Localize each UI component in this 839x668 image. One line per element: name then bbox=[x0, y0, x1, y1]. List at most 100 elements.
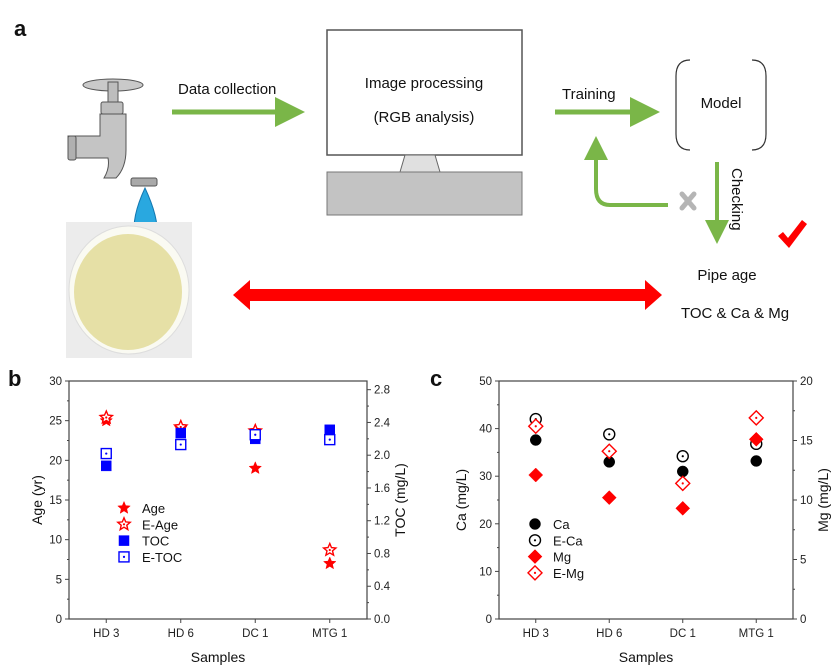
panel-label-c: c bbox=[430, 366, 442, 391]
x-tick-label: MTG 1 bbox=[312, 628, 347, 640]
point-ca bbox=[750, 455, 762, 467]
y-tick-label-right: 1.6 bbox=[374, 483, 390, 495]
image-processing-label: Image processing bbox=[365, 75, 483, 92]
y-tick-label-left: 5 bbox=[56, 574, 62, 586]
y-tick-label-left: 20 bbox=[49, 455, 62, 467]
y-tick-label-right: 15 bbox=[800, 436, 813, 448]
point-ca bbox=[530, 434, 542, 446]
legend-marker-e-ca-dot bbox=[533, 539, 537, 542]
point-mg bbox=[528, 467, 544, 483]
faucet-icon bbox=[67, 78, 158, 187]
y-tick-label-right: 5 bbox=[800, 555, 806, 567]
y-axis-title-left: Age (yr) bbox=[29, 475, 45, 525]
point-mg bbox=[675, 500, 691, 516]
legend-label-ca: Ca bbox=[553, 517, 570, 532]
data-collection-label: Data collection bbox=[178, 81, 276, 98]
point-mg bbox=[601, 490, 617, 505]
workflow-diagram: a Data collection Image processing (RGB … bbox=[14, 16, 807, 358]
y-tick-label-right: 0.0 bbox=[374, 614, 390, 626]
y-tick-label-right: 0.4 bbox=[374, 581, 391, 593]
legend-marker-e-mg-dot bbox=[533, 571, 537, 575]
x-tick-label: MTG 1 bbox=[739, 628, 774, 640]
reject-x-icon bbox=[679, 191, 697, 211]
point-e-mg-dot bbox=[608, 450, 611, 453]
outputs-label: TOC & Ca & Mg bbox=[681, 305, 789, 322]
chart-b: b Samples Age (yr) TOC (mg/L) HD 3 HD 6 DC… bbox=[8, 366, 408, 665]
legend-label-mg: Mg bbox=[553, 550, 571, 565]
x-tick-label: HD 3 bbox=[523, 628, 549, 640]
x-axis-title: Samples bbox=[191, 649, 245, 665]
point-age bbox=[248, 461, 263, 475]
legend-marker-age bbox=[117, 500, 131, 514]
point-ca bbox=[677, 465, 689, 478]
petri-dish-photo bbox=[66, 222, 192, 358]
pipe-age-label: Pipe age bbox=[697, 267, 756, 284]
y-tick-label-left: 0 bbox=[56, 614, 62, 626]
y-tick-label-right: 2.8 bbox=[374, 385, 390, 397]
point-e-age-dot bbox=[328, 548, 331, 552]
y-axis-title-right: Mg (mg/L) bbox=[815, 468, 831, 532]
x-tick-label: HD 3 bbox=[93, 628, 119, 640]
y-tick-label-left: 30 bbox=[49, 376, 62, 388]
legend-label-e-toc: E-TOC bbox=[142, 550, 182, 565]
legend-marker-toc bbox=[118, 535, 130, 546]
point-age bbox=[322, 556, 337, 570]
point-e-mg-dot bbox=[534, 425, 537, 428]
point-e-toc-dot bbox=[179, 443, 182, 446]
checking-label: Checking bbox=[728, 168, 745, 231]
x-tick-label: HD 6 bbox=[168, 628, 194, 640]
check-mark-icon bbox=[778, 220, 807, 248]
point-e-mg-dot bbox=[755, 416, 758, 419]
rgb-analysis-label: (RGB analysis) bbox=[374, 109, 475, 126]
model-box bbox=[675, 59, 767, 151]
point-e-age-dot bbox=[179, 425, 182, 429]
y-tick-label-left: 10 bbox=[49, 535, 62, 547]
x-tick-label: DC 1 bbox=[242, 628, 268, 640]
y-axis-title-right: TOC (mg/L) bbox=[392, 463, 408, 537]
panel-label-b: b bbox=[8, 366, 21, 391]
chart-c: c Samples Ca (mg/L) Mg (mg/L) HD 3 HD 6 DC… bbox=[430, 366, 831, 665]
monitor-icon bbox=[326, 29, 523, 216]
y-tick-label-left: 0 bbox=[486, 614, 492, 626]
plot-frame bbox=[68, 380, 368, 620]
double-arrow bbox=[233, 280, 662, 310]
y-axis-title-left: Ca (mg/L) bbox=[453, 469, 469, 531]
y-tick-label-left: 20 bbox=[479, 519, 492, 531]
point-e-toc-dot bbox=[328, 438, 331, 441]
y-tick-label-left: 40 bbox=[479, 424, 492, 436]
point-e-toc-dot bbox=[105, 452, 108, 455]
y-tick-label-left: 10 bbox=[479, 566, 492, 578]
y-tick-label-right: 10 bbox=[800, 495, 813, 507]
legend-marker-e-age-dot bbox=[122, 523, 126, 526]
retrain-arrow bbox=[584, 136, 668, 207]
x-axis-title: Samples bbox=[619, 649, 673, 665]
plot-frame bbox=[498, 380, 794, 620]
panel-label-a: a bbox=[14, 16, 27, 41]
legend-label-age: Age bbox=[142, 501, 165, 516]
training-label: Training bbox=[562, 86, 616, 103]
y-tick-label-right: 20 bbox=[800, 376, 813, 388]
x-tick-label: HD 6 bbox=[596, 628, 622, 640]
point-e-ca-dot bbox=[681, 455, 684, 458]
y-tick-label-left: 30 bbox=[479, 471, 492, 483]
point-toc bbox=[324, 424, 335, 436]
model-label: Model bbox=[701, 95, 742, 112]
y-tick-label-right: 2.4 bbox=[374, 417, 391, 429]
legend-marker-e-toc-dot bbox=[122, 555, 126, 559]
legend-label-e-mg: E-Mg bbox=[553, 566, 584, 581]
y-tick-label-left: 15 bbox=[49, 495, 62, 507]
legend-marker-mg bbox=[527, 549, 543, 564]
y-tick-label-right: 0.8 bbox=[374, 548, 390, 560]
point-e-ca-dot bbox=[608, 433, 611, 436]
point-toc bbox=[175, 427, 186, 439]
x-tick-label: DC 1 bbox=[670, 628, 696, 640]
y-tick-label-right: 2.0 bbox=[374, 450, 390, 462]
y-tick-label-left: 25 bbox=[49, 416, 62, 428]
point-e-toc-dot bbox=[254, 433, 257, 436]
y-tick-label-left: 50 bbox=[479, 376, 492, 388]
point-mg bbox=[748, 431, 764, 447]
legend-label-e-age: E-Age bbox=[142, 517, 178, 532]
point-e-mg-dot bbox=[681, 482, 684, 485]
legend-label-toc: TOC bbox=[142, 534, 169, 549]
